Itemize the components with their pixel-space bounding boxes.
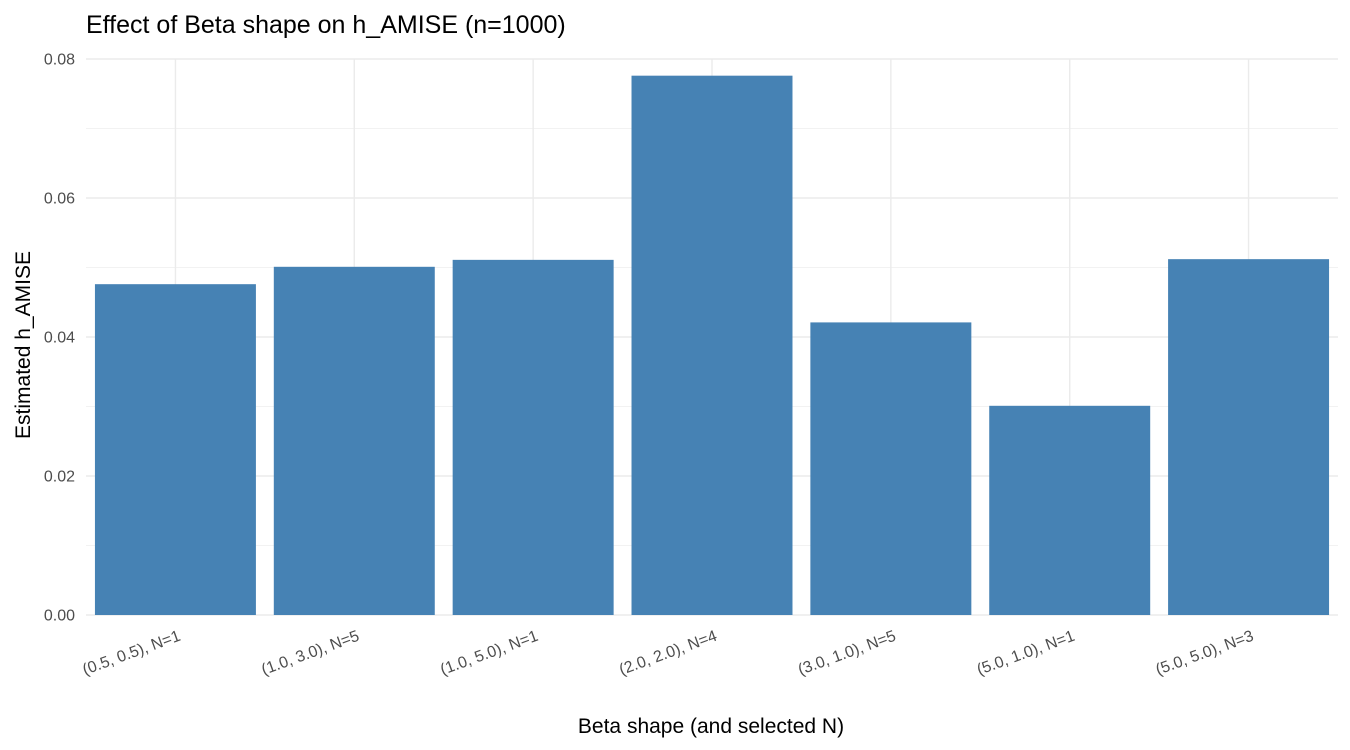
- bar: [989, 405, 1151, 615]
- y-tick-label: 0.00: [44, 608, 75, 625]
- y-axis-tick-labels: 0.00 0.02 0.04 0.06 0.08: [44, 52, 75, 625]
- chart-title: Effect of Beta shape on h_AMISE (n=1000): [86, 11, 566, 39]
- bar: [94, 284, 256, 615]
- y-tick-label: 0.02: [44, 469, 75, 486]
- bar: [810, 322, 972, 615]
- bar: [452, 259, 614, 615]
- bar: [631, 75, 793, 616]
- bar: [1168, 259, 1330, 615]
- bar: [273, 266, 435, 615]
- y-axis-title: Estimated h_AMISE: [12, 251, 35, 439]
- bars: [94, 75, 1330, 616]
- x-axis-title: Beta shape (and selected N): [578, 715, 844, 738]
- y-tick-label: 0.08: [44, 52, 75, 69]
- y-tick-label: 0.04: [44, 330, 75, 347]
- y-tick-label: 0.06: [44, 191, 75, 208]
